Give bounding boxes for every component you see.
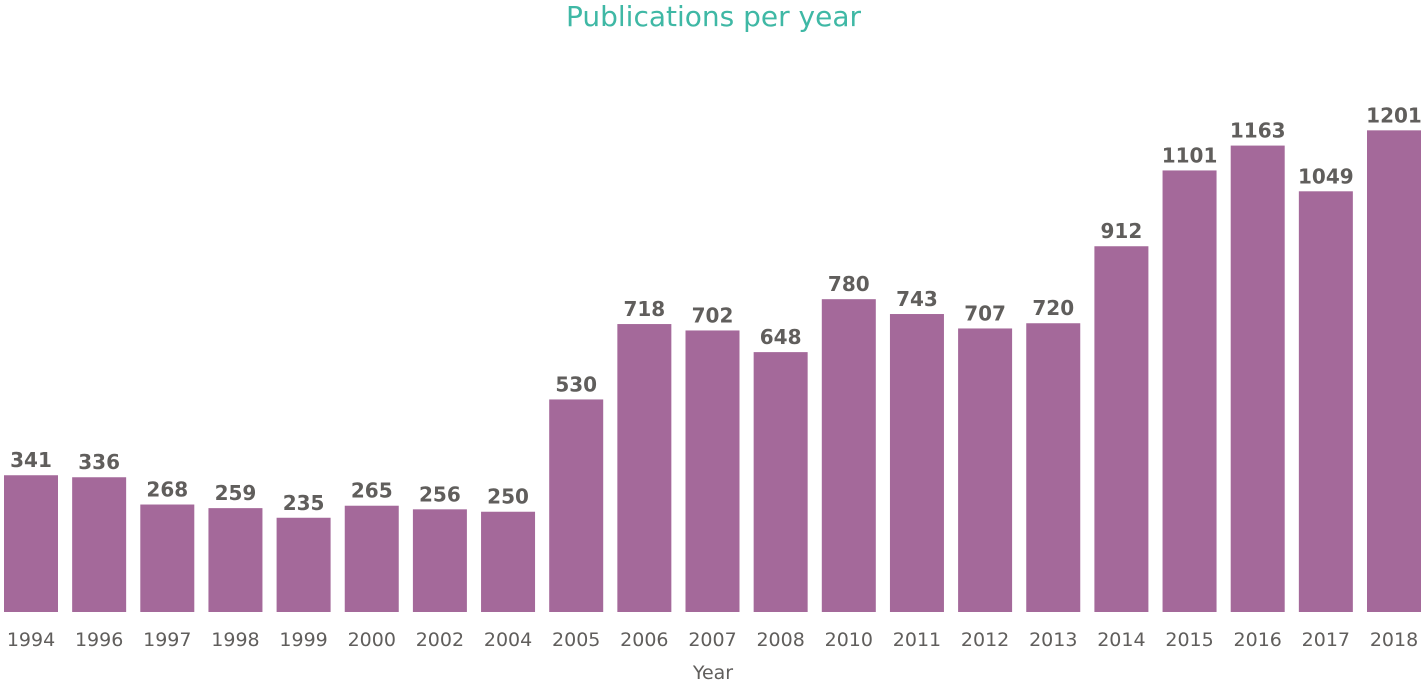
data-label-2016: 1163 — [1230, 119, 1286, 143]
bar-2008[interactable] — [753, 352, 808, 612]
x-tick-label: 2012 — [961, 629, 1009, 651]
bar-2002[interactable] — [412, 509, 467, 612]
chart-title: Publications per year — [565, 0, 862, 33]
bar-1999[interactable] — [276, 517, 331, 612]
x-tick-label: 1997 — [143, 629, 191, 651]
data-label-2017: 1049 — [1298, 164, 1354, 188]
data-label-1998: 259 — [215, 481, 257, 505]
data-label-2002: 256 — [419, 482, 461, 506]
bar-2005[interactable] — [549, 399, 604, 612]
x-tick-label: 2008 — [756, 629, 804, 651]
bar-2011[interactable] — [889, 314, 944, 612]
data-label-2012: 707 — [964, 301, 1006, 325]
x-tick-label: 1999 — [279, 629, 327, 651]
data-label-2000: 265 — [351, 479, 393, 503]
data-label-2008: 648 — [760, 325, 802, 349]
x-axis-label: Year — [692, 662, 733, 684]
bar-2000[interactable] — [344, 505, 399, 612]
data-label-2011: 743 — [896, 287, 938, 311]
data-label-2004: 250 — [487, 485, 529, 509]
data-label-2007: 702 — [692, 303, 734, 327]
x-tick-label: 2007 — [688, 629, 736, 651]
data-label-2013: 720 — [1032, 296, 1074, 320]
bar-2014[interactable] — [1094, 246, 1149, 612]
x-tick-label: 2017 — [1302, 629, 1350, 651]
bar-2017[interactable] — [1298, 191, 1353, 613]
x-tick-label: 1994 — [7, 629, 55, 651]
bar-1996[interactable] — [72, 477, 127, 612]
x-tick-label: 2018 — [1370, 629, 1418, 651]
bar-2013[interactable] — [1026, 323, 1081, 612]
bar-1998[interactable] — [208, 508, 263, 612]
x-tick-label: 2002 — [416, 629, 464, 651]
data-label-2015: 1101 — [1162, 143, 1218, 167]
data-label-1997: 268 — [146, 478, 188, 502]
x-tick-label: 2000 — [348, 629, 396, 651]
bar-2004[interactable] — [481, 511, 536, 612]
x-tick-label: 1996 — [75, 629, 123, 651]
bar-1997[interactable] — [140, 504, 195, 612]
x-tick-label: 2005 — [552, 629, 600, 651]
data-label-1999: 235 — [283, 491, 325, 515]
data-label-2006: 718 — [623, 297, 665, 321]
data-label-2014: 912 — [1101, 219, 1143, 243]
x-tick-label: 1998 — [211, 629, 259, 651]
x-tick-label: 2015 — [1165, 629, 1213, 651]
x-tick-label: 2011 — [893, 629, 941, 651]
x-tick-label: 2016 — [1234, 629, 1282, 651]
bar-2012[interactable] — [958, 328, 1013, 612]
x-tick-label: 2010 — [825, 629, 873, 651]
data-label-2005: 530 — [555, 372, 597, 396]
data-label-1994: 341 — [10, 448, 52, 472]
bars-group: 341 1994 336 1996 268 1997 259 1998 235 1999 265 20… — [4, 103, 1422, 651]
bar-2015[interactable] — [1162, 170, 1217, 612]
data-label-1996: 336 — [78, 450, 120, 474]
bar-2006[interactable] — [617, 324, 672, 612]
bar-2018[interactable] — [1367, 130, 1421, 612]
bar-2007[interactable] — [685, 330, 740, 612]
bar-2016[interactable] — [1230, 145, 1285, 612]
data-label-2010: 780 — [828, 272, 870, 296]
x-tick-label: 2014 — [1097, 629, 1145, 651]
x-tick-label: 2006 — [620, 629, 668, 651]
x-tick-label: 2004 — [484, 629, 532, 651]
bar-2010[interactable] — [821, 299, 876, 612]
x-tick-label: 2013 — [1029, 629, 1077, 651]
data-label-2018: 1201 — [1366, 103, 1422, 127]
bar-1994[interactable] — [4, 475, 58, 612]
